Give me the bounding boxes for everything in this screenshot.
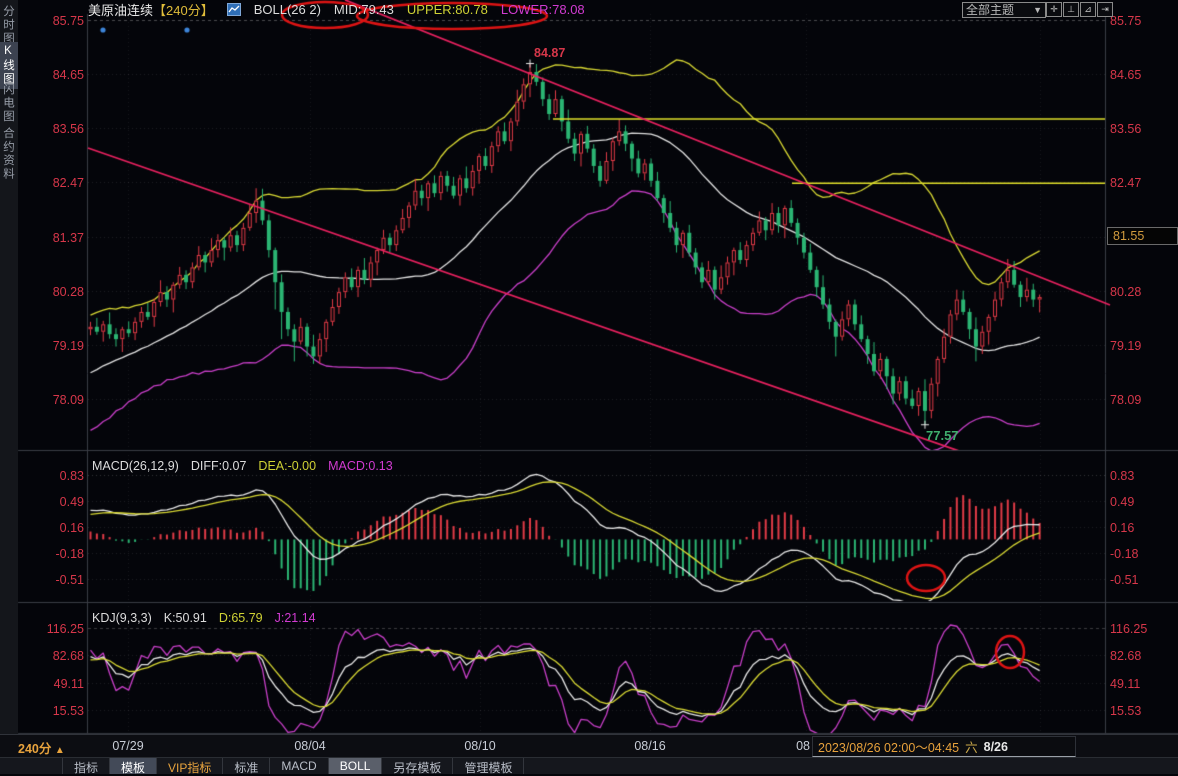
macd-macd-value: MACD:0.13 <box>328 459 393 473</box>
macd-tick: 0.16 <box>59 521 84 535</box>
price-tick: 78.09 <box>1110 393 1142 407</box>
crosshair-icon[interactable]: ✛ <box>1046 2 1062 17</box>
left-sidebar: 分时图 K线图 闪电图 合约资料 <box>0 0 18 740</box>
macd-tick: -0.51 <box>55 573 85 587</box>
macd-tick: 0.49 <box>1110 495 1135 509</box>
kdj-d-value: D:65.79 <box>218 611 263 625</box>
price-tick: 80.28 <box>1110 285 1142 299</box>
axis-scale-left-icon[interactable]: ⊥ <box>1063 2 1079 17</box>
price-tick: 83.56 <box>1110 122 1142 136</box>
macd-header: MACD(26,12,9) DIFF:0.07 DEA:-0.00 MACD:0… <box>92 459 393 473</box>
tooltip-datetime: 2023/08/26 02:00～04:45 <box>818 741 960 755</box>
sidebar-item-kline[interactable]: K线图 <box>0 42 18 89</box>
price-tick: 82.47 <box>52 176 84 190</box>
price-tick: 84.65 <box>52 68 84 82</box>
price-tick: 79.19 <box>52 339 84 353</box>
price-tick: 79.19 <box>1110 339 1142 353</box>
price-tick: 78.09 <box>52 393 84 407</box>
symbol-name: 美原油连续 <box>88 3 154 18</box>
high-price-annotation: 84.87 <box>534 46 566 60</box>
low-price-annotation: 77.57 <box>926 428 959 443</box>
current-price-badge: 81.55 <box>1107 227 1178 245</box>
pan-right-icon[interactable]: ⇥ <box>1097 2 1113 17</box>
macd-dea-value: DEA:-0.00 <box>258 459 317 473</box>
price-tick: 85.75 <box>1110 14 1142 28</box>
price-tick: 85.75 <box>52 14 84 28</box>
kdj-name: KDJ(9,3,3) <box>92 611 152 625</box>
macd-diff-value: DIFF:0.07 <box>190 459 247 473</box>
kdj-tick: 82.68 <box>1110 649 1142 663</box>
macd-tick: 0.49 <box>59 495 84 509</box>
time-axis: 240分 ▲ 07/29 08/04 08/10 08/16 08 2023/0… <box>0 734 1178 758</box>
chart-header: 美原油连续【240分】 BOLL(26 2) MID:79.43 UPPER:8… <box>88 1 585 18</box>
macd-tick: 0.83 <box>59 469 84 483</box>
indicator-chart-icon <box>226 3 241 16</box>
symbol-title: 美原油连续【240分】 <box>88 0 214 19</box>
date-tick: 08/10 <box>464 739 496 753</box>
tab-vip-indicators[interactable]: VIP指标 <box>157 758 224 775</box>
tab-macd[interactable]: MACD <box>270 758 329 774</box>
date-tick: 08/16 <box>634 739 666 753</box>
macd-tick: 0.16 <box>1110 521 1135 535</box>
macd-name: MACD(26,12,9) <box>92 459 179 473</box>
axis-scale-right-icon[interactable]: ⊿ <box>1080 2 1096 17</box>
price-tick: 84.65 <box>1110 68 1142 82</box>
boll-lower-value: LOWER:78.08 <box>500 2 585 17</box>
tab-boll[interactable]: BOLL <box>328 758 383 774</box>
boll-mid-value: MID:79.43 <box>333 2 394 17</box>
boll-indicator-label: BOLL(26 2) <box>253 2 321 17</box>
interval-selector[interactable]: 240分 ▲ <box>18 742 65 756</box>
kdj-tick: 116.25 <box>1110 622 1148 636</box>
tab-manage-templates[interactable]: 管理模板 <box>453 758 525 775</box>
price-tick: 83.56 <box>52 122 84 136</box>
date-tick: 08/04 <box>294 739 326 753</box>
tooltip-weekday: 六 <box>965 741 978 755</box>
date-tick: 08 <box>796 739 810 753</box>
kdj-header: KDJ(9,3,3) K:50.91 D:65.79 J:21.14 <box>92 611 316 625</box>
macd-tick: -0.51 <box>1110 573 1139 587</box>
price-tick: 81.37 <box>52 231 84 245</box>
macd-tick: -0.18 <box>55 547 85 561</box>
sidebar-item-contract-info[interactable]: 合约资料 <box>2 127 14 181</box>
tab-standard[interactable]: 标准 <box>223 758 271 775</box>
macd-tick: -0.18 <box>1110 547 1139 561</box>
tooltip-date-label: 8/26 <box>983 739 1008 754</box>
interval-label: 【240分】 <box>153 3 214 18</box>
kdj-tick: 15.53 <box>52 704 84 718</box>
price-tick: 80.28 <box>52 285 84 299</box>
chevron-down-icon: ▼ <box>1033 5 1042 15</box>
bar-info-tooltip: 2023/08/26 02:00～04:45 六 8/26 <box>812 736 1076 757</box>
sidebar-item-lightning[interactable]: 闪电图 <box>2 83 14 124</box>
kdj-tick: 49.11 <box>53 677 84 691</box>
tab-templates[interactable]: 模板 <box>110 758 158 775</box>
theme-dropdown[interactable]: 全部主题 ▼ <box>962 2 1046 18</box>
date-tick: 07/29 <box>112 739 144 753</box>
kdj-tick: 116.25 <box>46 622 84 636</box>
kdj-j-value: J:21.14 <box>274 611 316 625</box>
kdj-k-value: K:50.91 <box>163 611 207 625</box>
boll-upper-value: UPPER:80.78 <box>406 2 488 17</box>
sidebar-item-timeshare[interactable]: 分时图 <box>2 5 14 46</box>
macd-tick: 0.83 <box>1110 469 1135 483</box>
tab-save-template[interactable]: 另存模板 <box>382 758 454 775</box>
kdj-tick: 49.11 <box>1110 677 1141 691</box>
kdj-tick: 82.68 <box>52 649 84 663</box>
bottom-tab-bar: 指标 模板 VIP指标 标准 MACD BOLL 另存模板 管理模板 <box>0 757 1178 775</box>
kdj-tick: 15.53 <box>1110 704 1142 718</box>
theme-dropdown-label: 全部主题 <box>966 3 1015 17</box>
price-tick: 82.47 <box>1110 176 1142 190</box>
tab-indicators[interactable]: 指标 <box>62 758 111 775</box>
triangle-up-icon: ▲ <box>54 745 65 756</box>
